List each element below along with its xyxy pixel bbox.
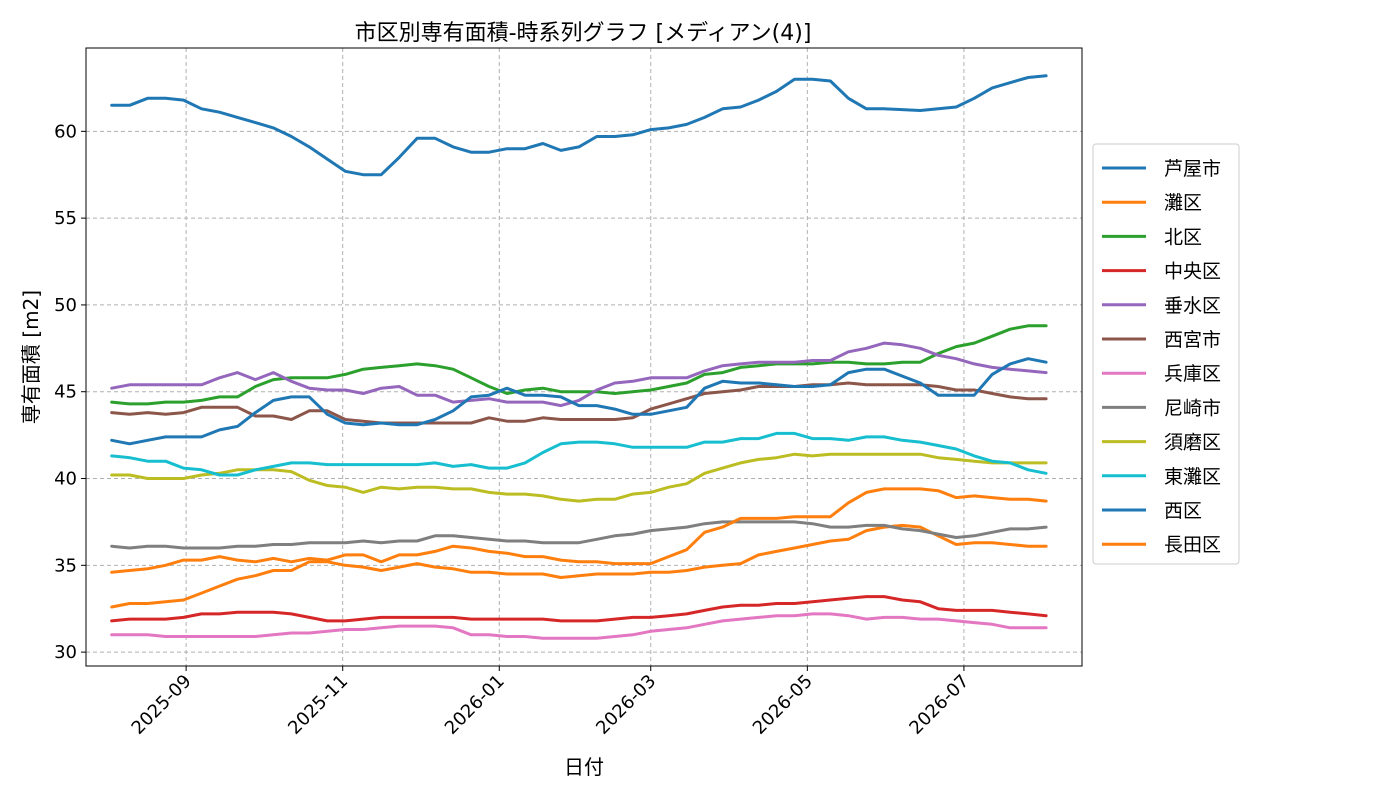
y-tick-label: 40 xyxy=(54,469,77,490)
y-tick-label: 35 xyxy=(54,555,77,576)
legend-label: 長田区 xyxy=(1164,534,1221,556)
y-tick-label: 45 xyxy=(54,382,77,403)
y-tick-label: 60 xyxy=(54,121,77,142)
legend-label: 北区 xyxy=(1164,226,1202,248)
legend-label: 兵庫区 xyxy=(1164,363,1221,385)
legend-label: 西区 xyxy=(1164,500,1202,522)
legend-label: 芦屋市 xyxy=(1164,158,1221,180)
legend-label: 垂水区 xyxy=(1164,295,1221,317)
y-axis-label: 専有面積 [m2] xyxy=(19,290,43,424)
y-axis: 30 35 40 45 50 55 60 xyxy=(54,121,86,663)
legend-label: 西宮市 xyxy=(1164,329,1221,351)
legend-label: 尼崎市 xyxy=(1164,397,1221,419)
y-tick-label: 30 xyxy=(54,642,77,663)
y-tick-label: 55 xyxy=(54,208,77,229)
x-axis: 2025-09 2025-11 2026-01 2026-03 2026-05 2026-… xyxy=(128,666,973,739)
legend-box xyxy=(1092,143,1240,565)
x-tick-label: 2026-03 xyxy=(592,671,660,739)
plot-frame xyxy=(85,47,1083,667)
series-line xyxy=(110,74,1048,177)
series-line xyxy=(110,520,1048,550)
series-line xyxy=(110,341,1048,408)
x-tick-label: 2026-05 xyxy=(749,671,817,739)
chart-title: 市区別専有面積-時系列グラフ [メディアン(4)] xyxy=(355,21,812,46)
x-tick-label: 2025-11 xyxy=(284,671,352,739)
series-lines xyxy=(110,74,1048,640)
x-tick-label: 2025-09 xyxy=(128,671,196,739)
series-line xyxy=(110,324,1048,406)
legend-label: 中央区 xyxy=(1164,261,1221,283)
x-tick-label: 2026-01 xyxy=(441,671,509,739)
series-line xyxy=(110,612,1048,640)
series-line xyxy=(110,452,1048,503)
x-tick-label: 2026-07 xyxy=(905,671,973,739)
legend-label: 東灘区 xyxy=(1164,466,1221,488)
series-line xyxy=(110,523,1048,609)
x-axis-label: 日付 xyxy=(564,755,604,779)
legend-label: 須磨区 xyxy=(1164,432,1221,454)
series-line xyxy=(110,487,1048,574)
series-line xyxy=(110,357,1048,446)
legend-label: 灘区 xyxy=(1164,192,1202,214)
series-line xyxy=(110,595,1048,623)
series-line xyxy=(110,381,1048,425)
y-tick-label: 50 xyxy=(54,295,77,316)
series-line xyxy=(110,431,1048,477)
